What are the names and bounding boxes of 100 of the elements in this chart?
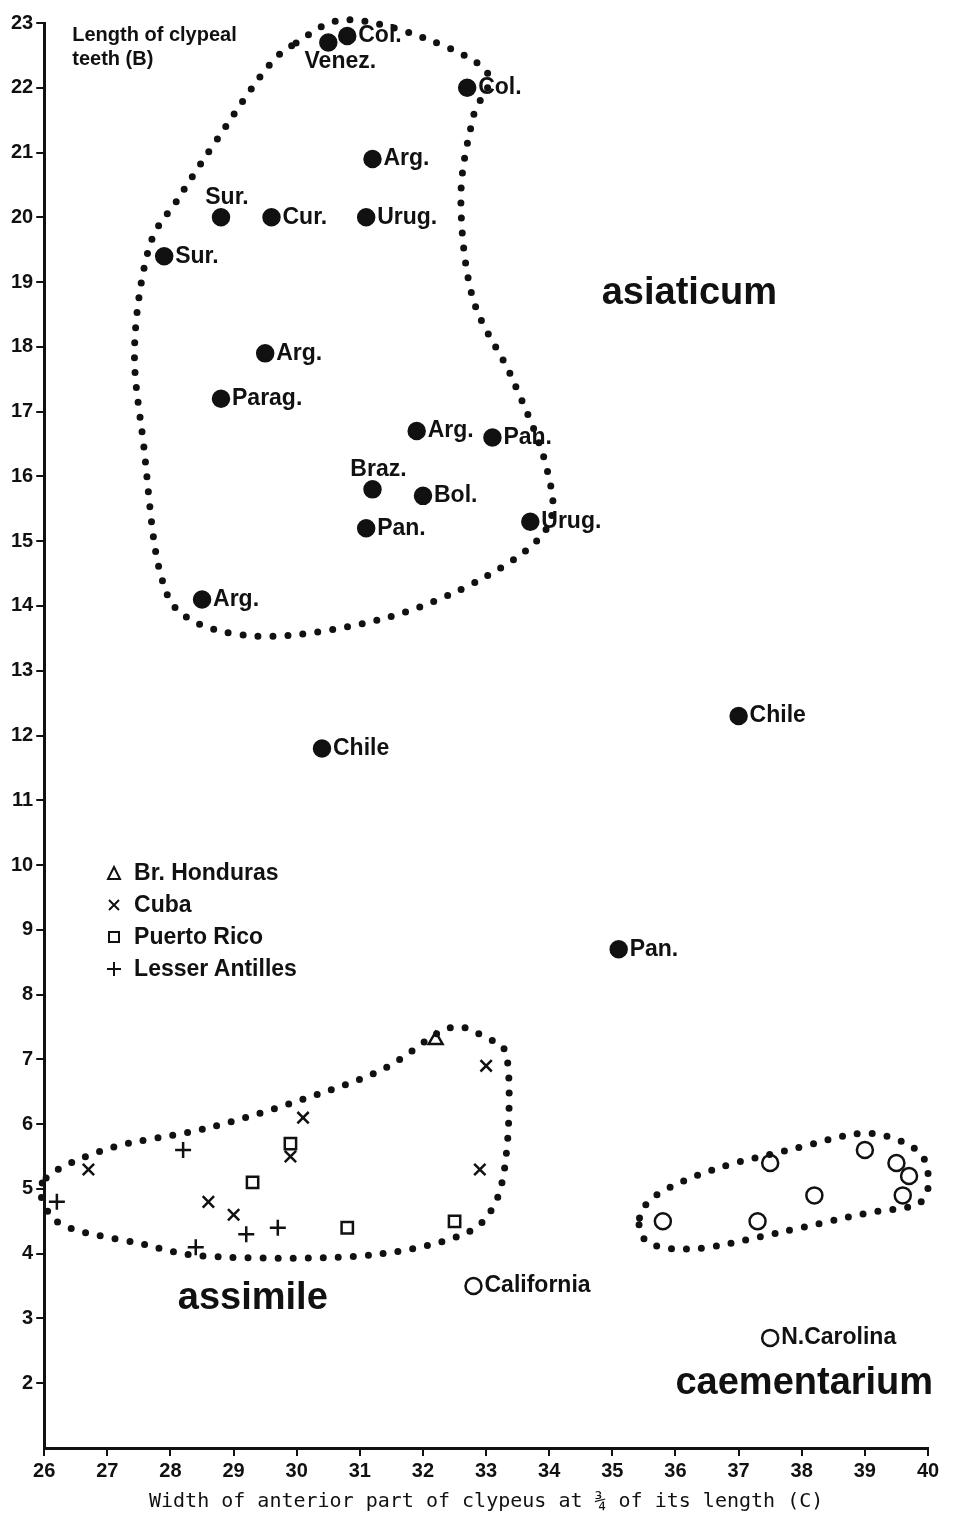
x-tick-label: 35 [601, 1458, 624, 1481]
y-tick-label: 20 [11, 204, 34, 227]
point [363, 149, 382, 169]
point [521, 512, 540, 531]
x-tick-label: 28 [159, 1458, 182, 1481]
point [340, 1220, 355, 1235]
point [226, 1207, 241, 1222]
y-tick-label: 22 [11, 75, 34, 98]
point [855, 1140, 875, 1160]
x-axis-title: Width of anterior part of clypeus at ¾ of its length (C) [148, 1488, 824, 1513]
x-tick-label: 34 [538, 1458, 562, 1481]
x-tick-label: 30 [285, 1458, 308, 1481]
data-label: Parag. [232, 384, 303, 411]
y-tick-label: 4 [22, 1241, 35, 1264]
point [211, 389, 231, 408]
data-label: Chile [333, 733, 390, 760]
point [479, 1058, 494, 1073]
annotation: assimile [177, 1274, 328, 1317]
data-label: Arg. [276, 338, 323, 365]
data-label: Cur. [282, 202, 328, 229]
x-tick-label: 26 [33, 1458, 56, 1481]
point [413, 486, 433, 506]
y-tick-label: 9 [22, 917, 34, 940]
point [464, 1276, 483, 1296]
point [609, 940, 628, 959]
point [887, 1153, 906, 1173]
legend-label: Lesser Antilles [134, 955, 297, 983]
data-label: Pan. [629, 934, 679, 961]
data-label: Pan. [377, 513, 426, 540]
data-label: Braz. [350, 455, 407, 482]
data-label: Pan. [503, 422, 553, 449]
y-tick-label: 2 [22, 1370, 34, 1393]
y-tick-label: 18 [11, 334, 34, 357]
point [154, 246, 174, 266]
data-label: Bol. [434, 481, 478, 508]
point [283, 1136, 298, 1151]
x-tick-label: 37 [727, 1458, 750, 1481]
point [192, 590, 212, 609]
y-tick-label: 6 [22, 1111, 34, 1134]
data-label: Arg. [427, 416, 474, 443]
y-tick-label: 21 [11, 140, 34, 163]
x-tick-label: 36 [664, 1458, 687, 1481]
y-tick-label: 3 [22, 1305, 34, 1328]
data-label: Venez. [304, 47, 377, 74]
point [262, 208, 281, 227]
point [312, 739, 332, 758]
y-tick-label: 5 [22, 1176, 34, 1199]
point [296, 1110, 310, 1125]
point [447, 1214, 462, 1229]
point [255, 344, 275, 363]
y-tick-label: 12 [11, 723, 34, 746]
y-tick-label: 8 [22, 982, 34, 1005]
point [338, 26, 357, 46]
y-tick-label: 11 [12, 787, 34, 810]
legend-label: Br. Honduras [134, 859, 279, 887]
y-tick-label: 10 [11, 852, 34, 875]
point [211, 208, 231, 227]
point [899, 1166, 919, 1186]
point [729, 706, 748, 726]
annotation: asiaticum [601, 270, 778, 313]
y-tick-label: 7 [22, 1046, 34, 1069]
data-label: Urug. [377, 202, 438, 229]
data-label: Chile [749, 701, 806, 728]
point [483, 428, 502, 447]
x-tick-label: 29 [222, 1458, 245, 1481]
x-tick-label: 38 [790, 1458, 813, 1481]
annotation: caementarium [675, 1360, 934, 1403]
point [760, 1153, 780, 1173]
y-tick-label: 13 [11, 658, 34, 681]
data-label: Arg. [213, 584, 260, 611]
data-label: Arg. [383, 144, 430, 171]
point [760, 1328, 780, 1348]
y-tick-label: 14 [11, 593, 35, 616]
point [748, 1212, 767, 1231]
x-tick-label: 40 [916, 1458, 940, 1481]
point [457, 78, 477, 98]
data-label: California [484, 1271, 591, 1298]
legend-label: Cuba [134, 891, 192, 919]
point [81, 1162, 96, 1177]
y-tick-label: 23 [11, 10, 34, 33]
data-label: N.Carolina [781, 1323, 897, 1350]
y-tick-label: 17 [11, 399, 34, 422]
x-tick-label: 27 [96, 1458, 119, 1481]
y-tick-label: 16 [11, 463, 34, 486]
x-tick-label: 39 [853, 1458, 876, 1481]
point [407, 421, 426, 441]
point [472, 1162, 487, 1177]
point [319, 33, 338, 52]
data-label: Col. [478, 73, 522, 100]
y-axis-title: Length of clypeal teeth (B) [72, 22, 237, 69]
x-tick-label: 32 [411, 1458, 435, 1481]
point [363, 480, 382, 499]
point [356, 208, 376, 227]
data-label: Urug. [541, 507, 602, 534]
data-label: Sur. [175, 241, 219, 268]
y-tick-label: 15 [11, 528, 34, 551]
point [805, 1186, 824, 1205]
point [653, 1212, 673, 1231]
point [201, 1194, 216, 1209]
legend-label: Puerto Rico [134, 923, 264, 951]
